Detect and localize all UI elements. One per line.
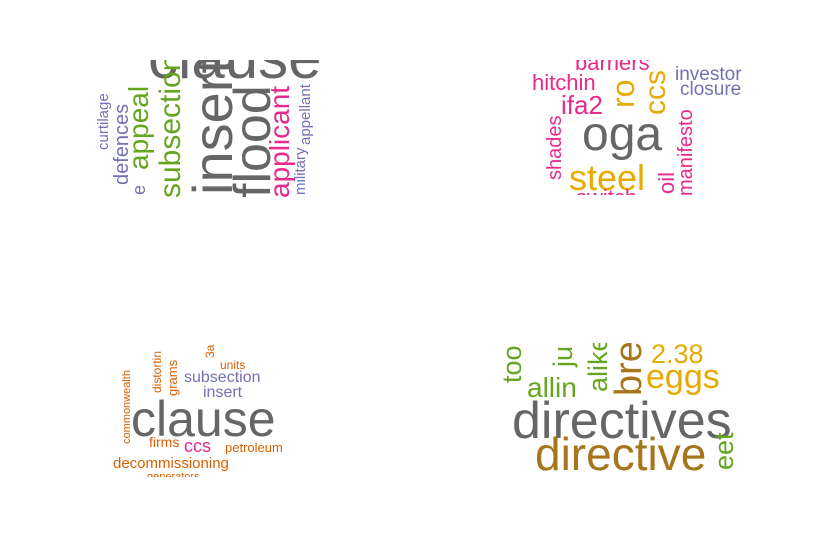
- word-insert: insert: [181, 58, 244, 195]
- word-decommissioning: decommissioning: [113, 455, 229, 472]
- word-investor: investor: [675, 64, 742, 85]
- word-units: units: [220, 358, 245, 372]
- word-flood: flood: [224, 85, 282, 198]
- word-ifa2: ifa2: [561, 90, 603, 120]
- word-ccs: ccs: [184, 436, 211, 456]
- word-directive: directive: [535, 428, 706, 480]
- word-bre: bre: [608, 341, 650, 396]
- word-appellant: appellant: [297, 83, 314, 145]
- word-manifesto: manifesto: [675, 109, 697, 196]
- word-barriers: barriers: [575, 50, 650, 75]
- word-alike: alike: [583, 336, 613, 392]
- word-distortin: distortin: [150, 351, 164, 393]
- word-ro: ro: [605, 80, 641, 108]
- word-generators: generators: [147, 471, 200, 483]
- word-insert: insert: [203, 384, 243, 401]
- word-appeal: appeal: [123, 86, 154, 170]
- word-too: too: [497, 345, 527, 383]
- word-subsection: subsection: [184, 369, 261, 386]
- word-eet: eet: [709, 432, 739, 470]
- word-closure: closure: [680, 79, 741, 100]
- word-3a: 3a: [203, 344, 217, 358]
- word-grams: grams: [165, 359, 180, 396]
- word-shades: shades: [544, 116, 566, 181]
- word-directives: directives: [512, 392, 732, 450]
- word-military: military: [292, 147, 309, 195]
- word-allin: allin: [527, 372, 577, 403]
- word-e: e: [129, 185, 149, 195]
- word-ccs: ccs: [639, 70, 672, 115]
- word-ju: ju: [548, 346, 578, 368]
- word-applicant: applicant: [264, 86, 295, 198]
- word-hitchin: hitchin: [532, 70, 596, 95]
- word-defences: defences: [111, 104, 133, 185]
- word-clause: clause: [148, 24, 321, 91]
- word-2-38: 2.38: [651, 339, 704, 369]
- word-clause: clause: [131, 391, 276, 447]
- word-oga: oga: [582, 108, 662, 161]
- word-steel: steel: [569, 157, 645, 198]
- word-oil: oil: [654, 172, 679, 194]
- word-curtilage: curtilage: [95, 93, 112, 150]
- word-subsection: subsection: [154, 55, 187, 198]
- word-petroleum: petroleum: [225, 440, 283, 455]
- word-firms: firms: [149, 434, 179, 450]
- word-eggs: eggs: [646, 358, 720, 396]
- word-commonwealth: commonwealth: [121, 370, 133, 444]
- word-switch: switch: [576, 185, 637, 210]
